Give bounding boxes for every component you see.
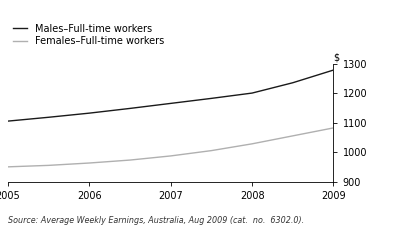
Females–Full-time workers [127,159,132,161]
Males–Full-time workers [87,112,92,114]
Males–Full-time workers [6,120,10,123]
Females–Full-time workers [168,155,173,157]
Line: Females–Full-time workers: Females–Full-time workers [8,128,333,167]
Females–Full-time workers [331,126,336,129]
Females–Full-time workers [87,162,92,164]
Females–Full-time workers [6,165,10,168]
Legend: Males–Full-time workers, Females–Full-time workers: Males–Full-time workers, Females–Full-ti… [13,24,164,46]
Males–Full-time workers [209,97,214,100]
Text: $: $ [333,52,339,62]
Females–Full-time workers [209,149,214,152]
Males–Full-time workers [291,81,295,84]
Females–Full-time workers [291,134,295,137]
Males–Full-time workers [331,69,336,72]
Line: Males–Full-time workers: Males–Full-time workers [8,70,333,121]
Females–Full-time workers [46,164,51,167]
Males–Full-time workers [46,116,51,119]
Males–Full-time workers [168,102,173,105]
Males–Full-time workers [250,92,254,94]
Males–Full-time workers [127,107,132,110]
Text: Source: Average Weekly Earnings, Australia, Aug 2009 (cat.  no.  6302.0).: Source: Average Weekly Earnings, Austral… [8,216,304,225]
Females–Full-time workers [250,143,254,145]
